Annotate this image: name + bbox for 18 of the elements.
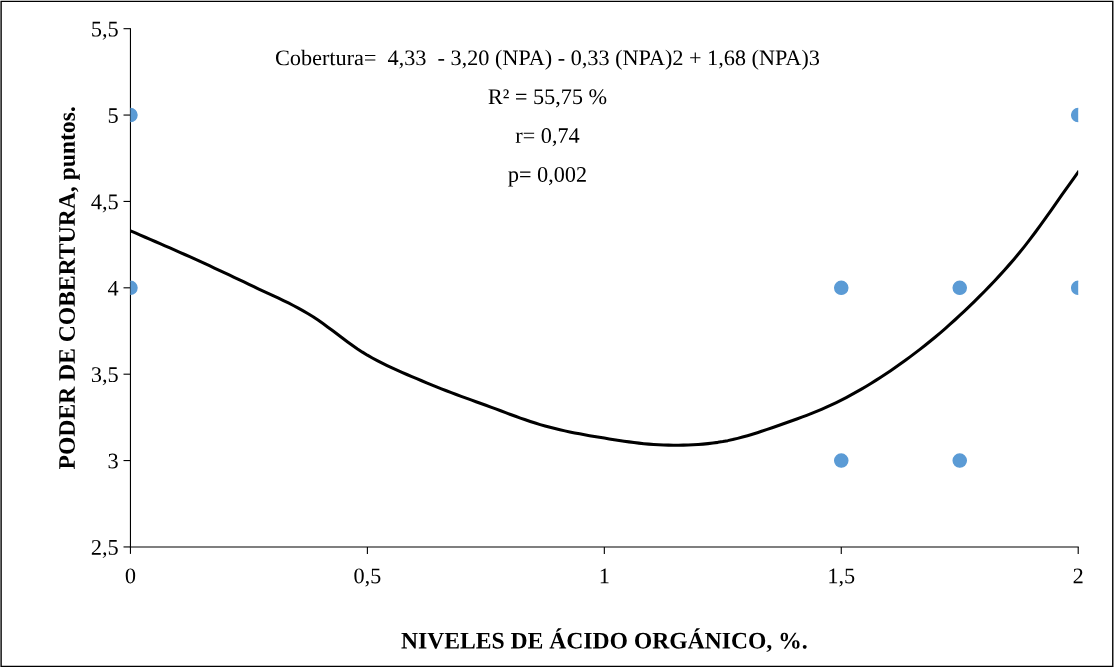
y-tick-label: 5: [108, 108, 118, 123]
y-tick-label: 2,5: [91, 539, 118, 559]
x-tick-label: 2: [1073, 568, 1083, 584]
y-tick-label: 4: [107, 280, 119, 296]
x-tick-label: 0,5: [354, 568, 381, 587]
annotation: r= 0,74: [515, 128, 580, 147]
y-axis-title: PODER DE COBERTURA, puntos.: [59, 107, 80, 470]
y-tick-label: 5,5: [92, 21, 118, 40]
y-tick-label: 3,5: [91, 367, 118, 386]
x-tick-label: 0: [125, 568, 136, 584]
x-tick-label: 1,5: [829, 568, 855, 587]
annotation: p= 0,002: [508, 166, 586, 187]
y-tick-label: 4,5: [91, 194, 118, 213]
y-tick-label: 3: [108, 453, 118, 469]
x-tick-label: 1: [600, 568, 609, 584]
annotation: R² = 55,75 %: [488, 89, 607, 108]
annotation: Cobertura= 4,33 - 3,20 (NPA) - 0,33 (NPA)2 + 1,68 (NPA)3: [275, 49, 820, 70]
x-axis-title: NIVELES DE ÁCIDO ORGÁNICO, %.: [401, 628, 807, 653]
